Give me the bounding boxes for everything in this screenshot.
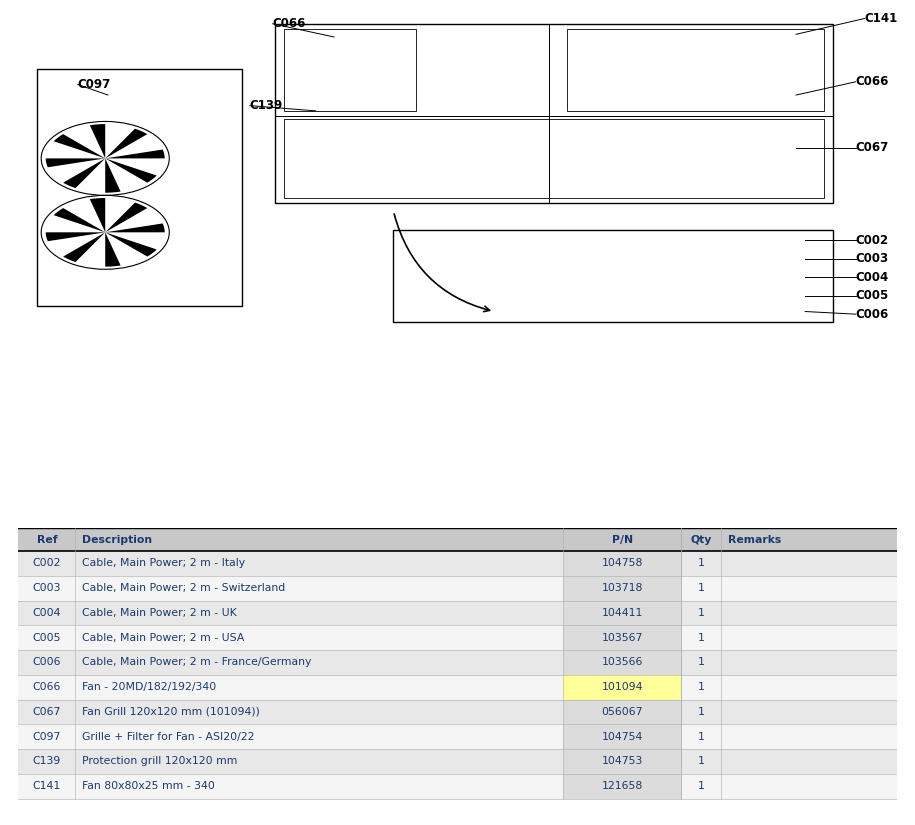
Bar xyxy=(563,675,682,700)
Text: C141: C141 xyxy=(33,781,61,791)
Wedge shape xyxy=(63,233,105,262)
Bar xyxy=(18,700,897,724)
Text: C066: C066 xyxy=(33,682,61,692)
Text: C006: C006 xyxy=(856,308,888,321)
Text: 1: 1 xyxy=(698,583,705,593)
Text: Description: Description xyxy=(82,535,153,544)
Text: Cable, Main Power; 2 m - UK: Cable, Main Power; 2 m - UK xyxy=(82,608,237,618)
Wedge shape xyxy=(105,158,121,193)
Text: Qty: Qty xyxy=(691,535,712,544)
Text: Protection grill 120x120 mm: Protection grill 120x120 mm xyxy=(82,757,238,766)
Wedge shape xyxy=(105,224,165,233)
Text: C005: C005 xyxy=(856,290,888,302)
Text: 1: 1 xyxy=(698,781,705,791)
Wedge shape xyxy=(105,233,156,257)
Text: C006: C006 xyxy=(33,658,61,667)
Text: 1: 1 xyxy=(698,633,705,643)
Bar xyxy=(563,749,682,774)
Text: C004: C004 xyxy=(856,271,888,284)
Bar xyxy=(18,675,897,700)
Bar xyxy=(18,724,897,749)
Wedge shape xyxy=(46,158,105,167)
Wedge shape xyxy=(105,203,147,233)
Text: Fan Grill 120x120 mm (101094)): Fan Grill 120x120 mm (101094)) xyxy=(82,707,260,717)
Text: C066: C066 xyxy=(273,17,306,31)
Text: 1: 1 xyxy=(698,608,705,618)
Text: C141: C141 xyxy=(865,12,898,25)
Bar xyxy=(18,774,897,799)
Text: C139: C139 xyxy=(33,757,61,766)
Text: C005: C005 xyxy=(33,633,61,643)
Text: 103566: 103566 xyxy=(601,658,643,667)
Text: Cable, Main Power; 2 m - USA: Cable, Main Power; 2 m - USA xyxy=(82,633,245,643)
Text: C066: C066 xyxy=(856,75,888,88)
Bar xyxy=(563,576,682,601)
Wedge shape xyxy=(105,129,147,158)
Wedge shape xyxy=(54,208,105,233)
Wedge shape xyxy=(105,233,121,266)
Text: 1: 1 xyxy=(698,658,705,667)
Text: 103718: 103718 xyxy=(601,583,643,593)
Text: C097: C097 xyxy=(33,732,61,742)
Text: Cable, Main Power; 2 m - Italy: Cable, Main Power; 2 m - Italy xyxy=(82,559,245,568)
Wedge shape xyxy=(54,134,105,158)
Text: 104753: 104753 xyxy=(601,757,643,766)
Text: Cable, Main Power; 2 m - France/Germany: Cable, Main Power; 2 m - France/Germany xyxy=(82,658,312,667)
Bar xyxy=(18,625,897,650)
Text: 101094: 101094 xyxy=(601,682,643,692)
Text: C067: C067 xyxy=(856,141,888,154)
Wedge shape xyxy=(105,158,156,182)
Text: 104411: 104411 xyxy=(601,608,643,618)
Text: P/N: P/N xyxy=(611,535,633,544)
Bar xyxy=(563,774,682,799)
Wedge shape xyxy=(63,158,105,188)
Bar xyxy=(18,551,897,576)
Bar xyxy=(563,625,682,650)
Text: 103567: 103567 xyxy=(601,633,643,643)
Text: 1: 1 xyxy=(698,732,705,742)
Text: 1: 1 xyxy=(698,559,705,568)
Bar xyxy=(563,601,682,625)
Text: 056067: 056067 xyxy=(601,707,643,717)
Text: Fan 80x80x25 mm - 340: Fan 80x80x25 mm - 340 xyxy=(82,781,215,791)
Text: 1: 1 xyxy=(698,757,705,766)
Text: Cable, Main Power; 2 m - Switzerland: Cable, Main Power; 2 m - Switzerland xyxy=(82,583,285,593)
Bar xyxy=(563,650,682,675)
Text: C097: C097 xyxy=(78,78,111,91)
Wedge shape xyxy=(46,233,105,241)
Text: Fan - 20MD/182/192/340: Fan - 20MD/182/192/340 xyxy=(82,682,217,692)
Wedge shape xyxy=(90,198,105,233)
Text: 1: 1 xyxy=(698,682,705,692)
Text: C139: C139 xyxy=(250,99,283,112)
Bar xyxy=(18,528,897,551)
Bar xyxy=(563,724,682,749)
Bar xyxy=(18,650,897,675)
Text: C002: C002 xyxy=(856,233,888,247)
Text: Grille + Filter for Fan - ASI20/22: Grille + Filter for Fan - ASI20/22 xyxy=(82,732,255,742)
Text: 1: 1 xyxy=(698,707,705,717)
Bar xyxy=(18,601,897,625)
Bar xyxy=(563,700,682,724)
Wedge shape xyxy=(90,124,105,158)
Text: C002: C002 xyxy=(33,559,61,568)
Text: Remarks: Remarks xyxy=(728,535,781,544)
Text: C003: C003 xyxy=(856,252,888,265)
Bar xyxy=(563,551,682,576)
Text: C004: C004 xyxy=(33,608,61,618)
Text: 121658: 121658 xyxy=(601,781,643,791)
Text: Ref: Ref xyxy=(37,535,57,544)
Text: 104754: 104754 xyxy=(601,732,643,742)
Bar xyxy=(18,749,897,774)
Text: C067: C067 xyxy=(33,707,61,717)
Bar xyxy=(18,576,897,601)
Wedge shape xyxy=(105,149,165,158)
Text: 104758: 104758 xyxy=(601,559,643,568)
Text: C003: C003 xyxy=(33,583,61,593)
